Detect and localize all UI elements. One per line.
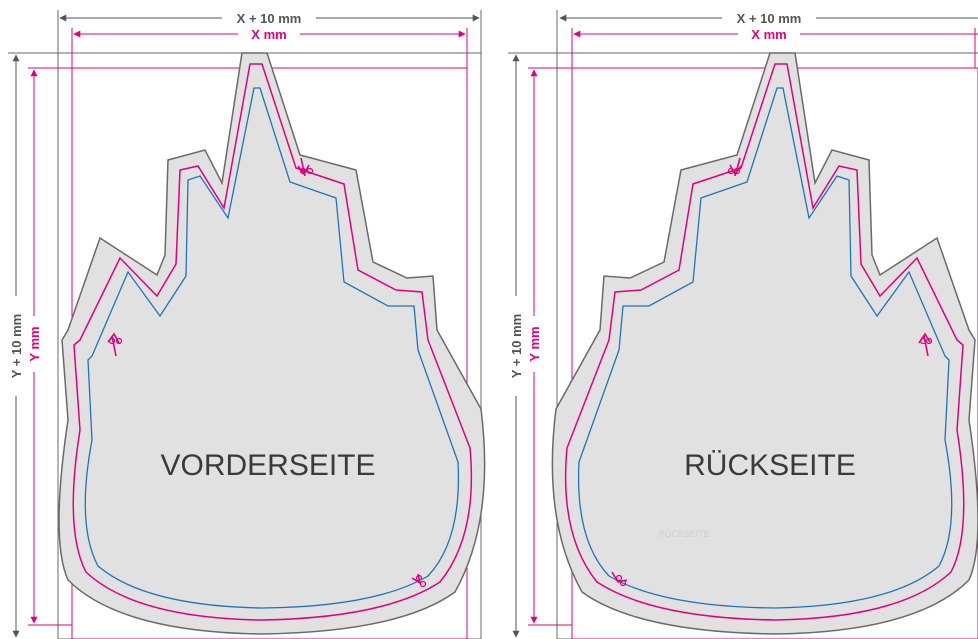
scissors-icon	[918, 332, 933, 357]
back-side-label: RÜCKSEITE	[684, 449, 856, 482]
height-outer-label: Y + 10 mm	[509, 314, 524, 378]
scissors-icon	[297, 157, 314, 177]
bleed-area	[551, 52, 978, 635]
width-outer-label: X + 10 mm	[237, 11, 302, 26]
width-outer-label: X + 10 mm	[737, 11, 802, 26]
panel-rueckseite: RÜCKSEITE RÜCKSEITE X + 10 mm X mm Y + 1…	[508, 10, 978, 639]
width-inner-label: X mm	[251, 27, 286, 42]
front-side-label: VORDERSEITE	[160, 449, 375, 482]
scissors-icon	[411, 573, 427, 588]
height-outer-label: Y + 10 mm	[9, 314, 24, 378]
height-inner-label: Y mm	[27, 326, 42, 361]
back-side-faint-label: RÜCKSEITE	[658, 529, 710, 539]
panel-vorderseite: VORDERSEITE X + 10 mm X mm Y + 10 mm Y m…	[8, 10, 486, 639]
scissors-icon	[611, 571, 628, 587]
width-inner-label: X mm	[751, 27, 786, 42]
scissors-icon	[727, 157, 742, 177]
bleed-area	[58, 52, 486, 635]
scissors-icon	[107, 332, 123, 357]
outer-format-frame	[57, 52, 482, 639]
height-inner-label: Y mm	[527, 326, 542, 361]
